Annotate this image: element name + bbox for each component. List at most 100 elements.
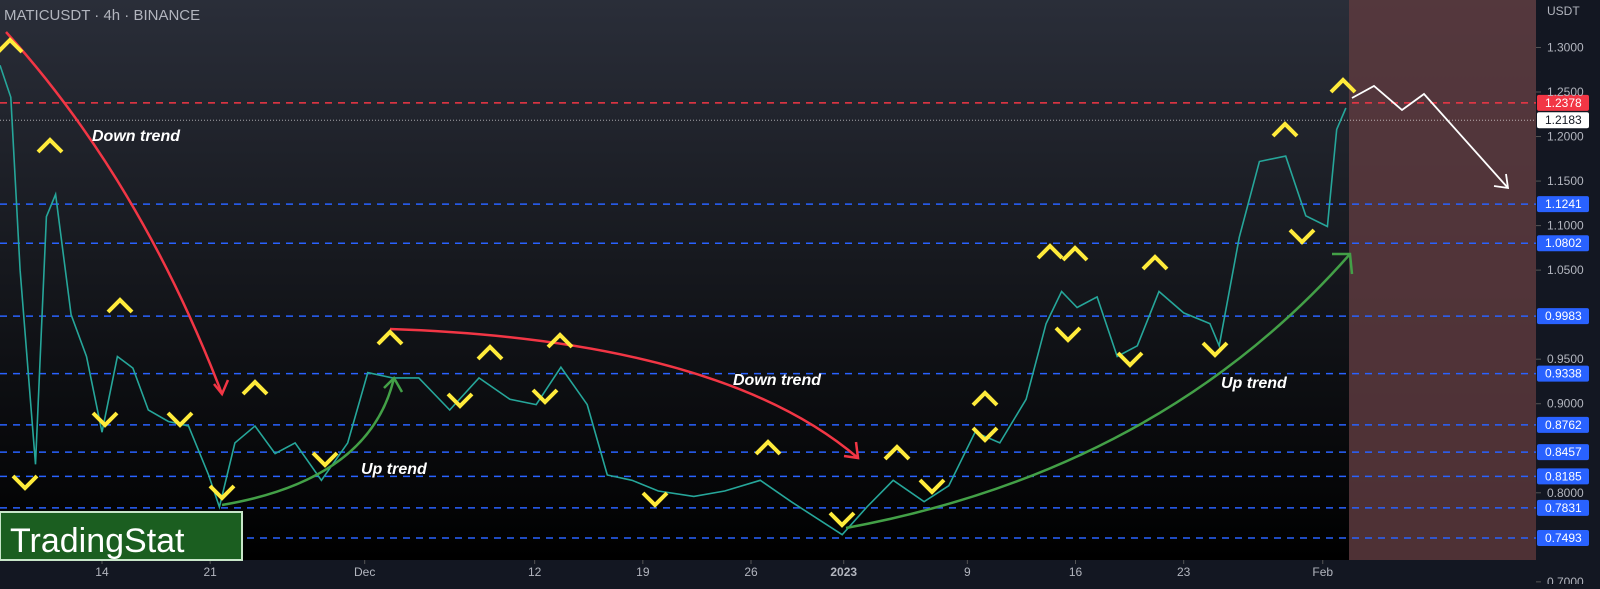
y-tick-label: 0.9500 bbox=[1547, 352, 1584, 366]
time-axis bbox=[0, 560, 1600, 584]
chevron bbox=[208, 484, 236, 501]
price-line bbox=[0, 65, 1347, 536]
annotation: Down trend bbox=[92, 128, 181, 145]
level-label: 0.8457 bbox=[1545, 445, 1582, 459]
series bbox=[0, 65, 1347, 536]
level-label: 0.8185 bbox=[1545, 469, 1582, 483]
chevron bbox=[918, 478, 946, 495]
chart-title: MATICUSDT · 4h · BINANCE bbox=[4, 7, 200, 24]
y-tick-label: 0.7000 bbox=[1547, 575, 1584, 584]
chevron bbox=[1271, 121, 1299, 138]
y-tick-label: 1.2000 bbox=[1547, 130, 1584, 144]
plot-background bbox=[0, 0, 1536, 560]
chevron bbox=[106, 297, 134, 314]
arrow bbox=[221, 377, 396, 507]
x-tick-label: 2023 bbox=[830, 565, 857, 579]
level-label: 0.9983 bbox=[1545, 309, 1582, 323]
chevron bbox=[1201, 341, 1229, 358]
projection bbox=[1351, 84, 1509, 189]
level-tag bbox=[1537, 468, 1589, 485]
chevron bbox=[971, 426, 999, 443]
annotations: Down trend Down trend Up trend Up trend bbox=[92, 128, 1288, 478]
x-tick-label: 12 bbox=[528, 565, 542, 579]
level-tag bbox=[1537, 94, 1589, 111]
level-tag bbox=[1537, 112, 1589, 129]
forecast-zone bbox=[1349, 0, 1536, 560]
y-tick-label: 0.9000 bbox=[1547, 397, 1584, 411]
y-tick-label: 1.1500 bbox=[1547, 174, 1584, 188]
level-tag bbox=[1537, 529, 1589, 546]
x-tick-label: Feb bbox=[1312, 565, 1333, 579]
level-tag bbox=[1537, 365, 1589, 382]
level-tag bbox=[1537, 235, 1589, 252]
chevron bbox=[311, 451, 339, 468]
levels: 1.2378 1.2183 1.1241 1.0802 0.9983 0.9338 0.87… bbox=[0, 94, 1589, 546]
chevron bbox=[754, 439, 782, 456]
chevron bbox=[1329, 77, 1357, 94]
chevron bbox=[1141, 254, 1169, 271]
y-tick-label: 1.3000 bbox=[1547, 40, 1584, 54]
chevron bbox=[376, 329, 404, 346]
x-tick-label: 16 bbox=[1069, 565, 1083, 579]
chevron bbox=[11, 474, 39, 491]
level-tag bbox=[1537, 416, 1589, 433]
watermark: TradingStat bbox=[10, 522, 185, 560]
level-tag bbox=[1537, 444, 1589, 461]
arrow-head bbox=[1493, 173, 1510, 190]
level-label: 0.8762 bbox=[1545, 418, 1582, 432]
swing-markers bbox=[0, 37, 1357, 528]
chevron bbox=[166, 411, 194, 428]
annotation: Down trend bbox=[733, 372, 822, 389]
ticks: 1.3000 1.2500 1.2000 1.1500 1.1000 1.0500 0.95… bbox=[95, 40, 1584, 588]
x-tick-label: 23 bbox=[1177, 565, 1191, 579]
chevron bbox=[1054, 326, 1082, 343]
watermark-box bbox=[0, 511, 243, 561]
arrow-head bbox=[383, 375, 404, 393]
chevron bbox=[446, 392, 474, 409]
chevron bbox=[36, 137, 64, 154]
x-tick-label: Dec bbox=[354, 565, 375, 579]
level-label: 1.2183 bbox=[1545, 113, 1582, 127]
chevron bbox=[883, 444, 911, 461]
y-tick-label: 1.2500 bbox=[1547, 85, 1584, 99]
chevron bbox=[531, 388, 559, 405]
level-label: 0.7493 bbox=[1545, 531, 1582, 545]
y-tick-label: 1.1000 bbox=[1547, 219, 1584, 233]
chevron bbox=[476, 344, 504, 361]
x-tick-label: 9 bbox=[964, 565, 971, 579]
chevron bbox=[828, 511, 856, 528]
chevron bbox=[1061, 245, 1089, 262]
y-tick-label: 0.8000 bbox=[1547, 486, 1584, 500]
level-label: 0.9338 bbox=[1545, 367, 1582, 381]
x-tick-label: 14 bbox=[95, 565, 109, 579]
level-label: 1.0802 bbox=[1545, 236, 1582, 250]
arrow bbox=[845, 253, 1351, 530]
chevron bbox=[91, 411, 119, 428]
level-label: 0.7831 bbox=[1545, 501, 1582, 515]
x-tick-label: 26 bbox=[744, 565, 758, 579]
arrow-head bbox=[213, 379, 230, 397]
x-tick-label: 19 bbox=[636, 565, 650, 579]
level-label: 1.2378 bbox=[1545, 96, 1582, 110]
level-label: 1.1241 bbox=[1545, 197, 1582, 211]
y-tick-label: 1.0500 bbox=[1547, 263, 1584, 277]
arrow bbox=[5, 31, 224, 395]
chevron bbox=[1116, 351, 1144, 368]
level-tag bbox=[1537, 308, 1589, 325]
x-tick-label: 21 bbox=[203, 565, 217, 579]
level-tag bbox=[1537, 196, 1589, 213]
arrow-head bbox=[843, 441, 860, 460]
chevron bbox=[1288, 228, 1316, 245]
chevron bbox=[1036, 243, 1064, 260]
level-tag bbox=[1537, 499, 1589, 516]
trend-arrows bbox=[5, 31, 1510, 530]
annotation: Up trend bbox=[361, 461, 428, 478]
arrow-head bbox=[1332, 252, 1354, 275]
annotation: Up trend bbox=[1221, 375, 1288, 392]
chevron bbox=[241, 379, 269, 396]
chevron bbox=[971, 390, 999, 407]
y-axis-label: USDT bbox=[1547, 4, 1580, 18]
chevron bbox=[0, 37, 24, 54]
